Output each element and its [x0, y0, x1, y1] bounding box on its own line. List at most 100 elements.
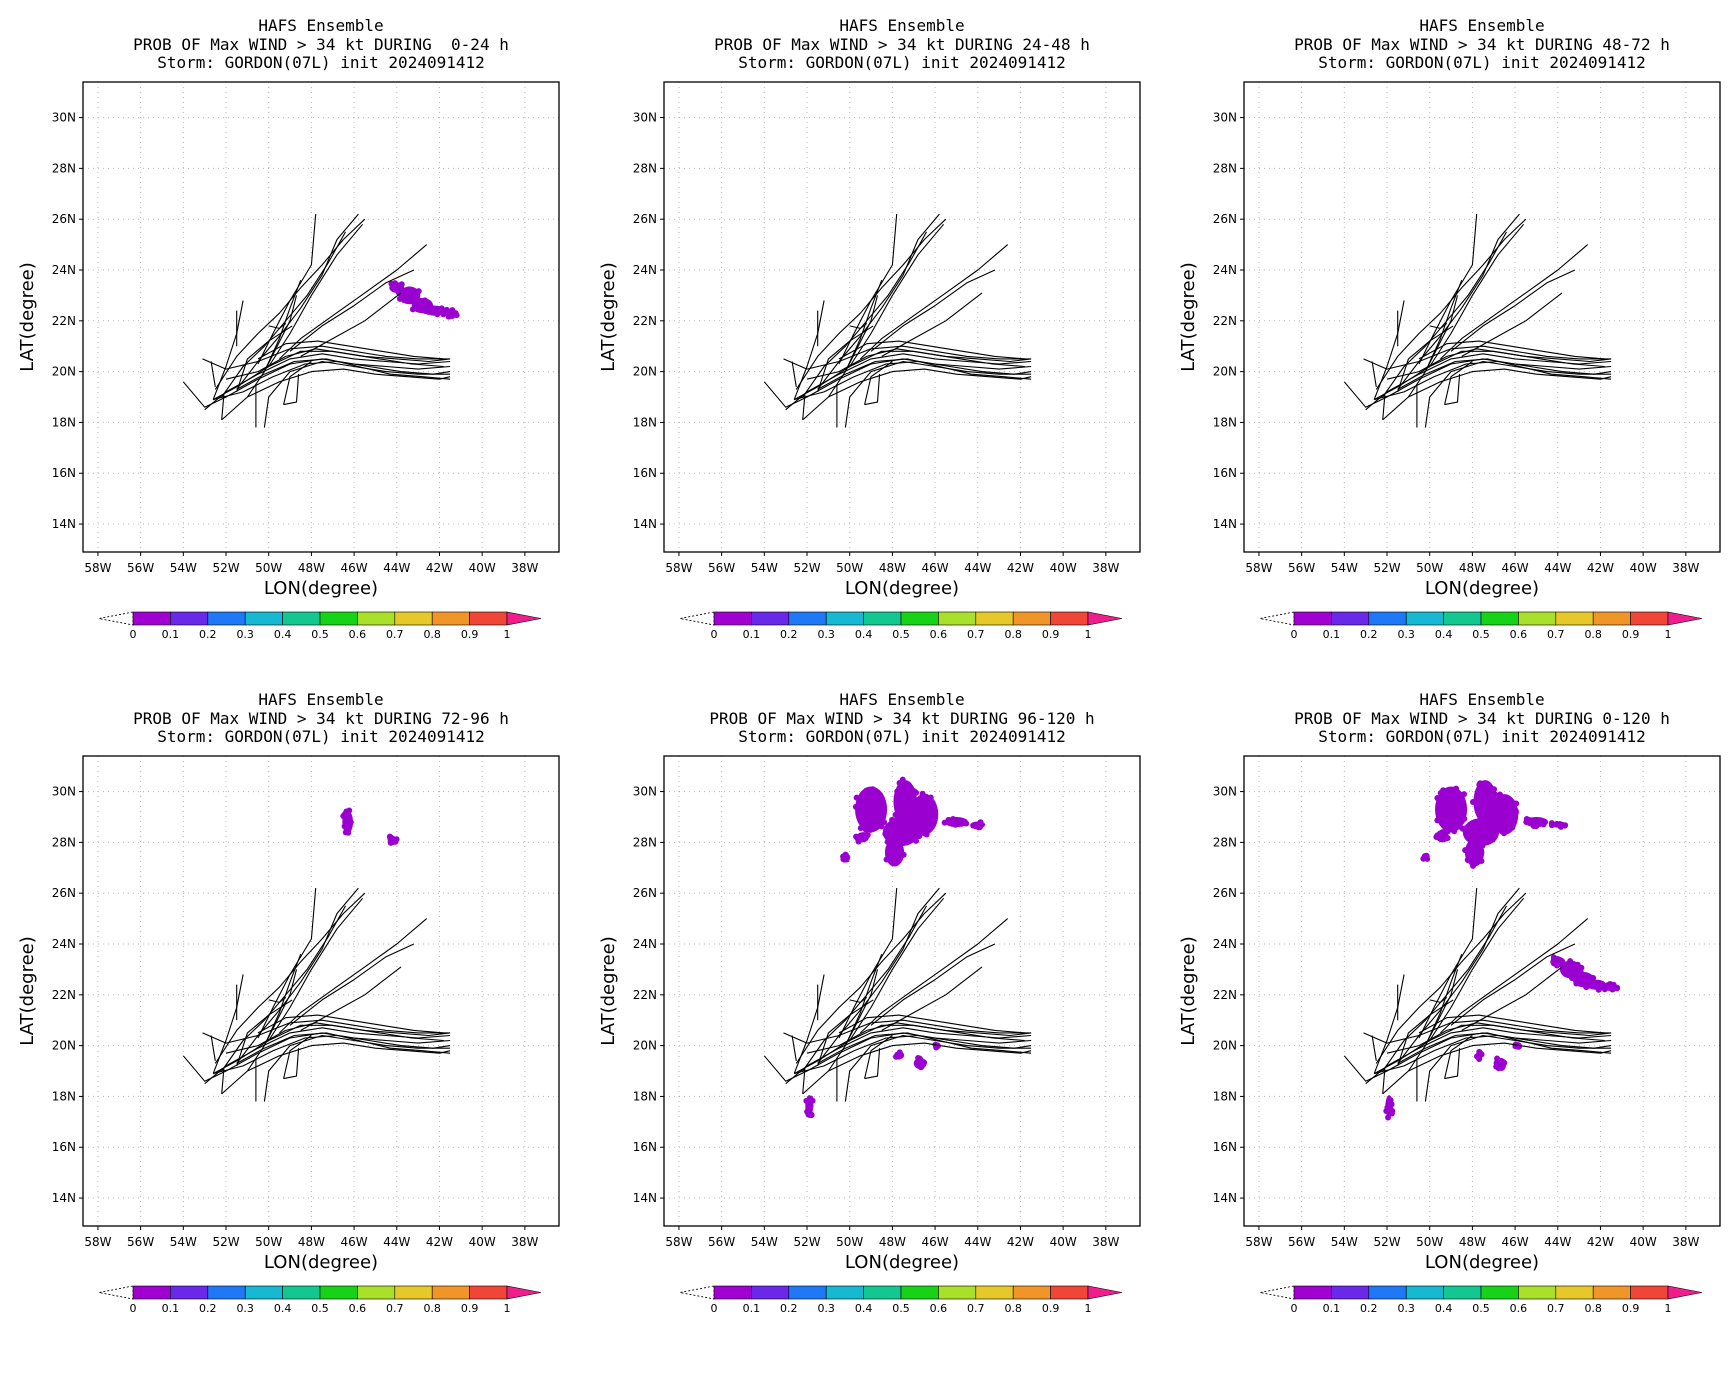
probability-point — [1540, 821, 1547, 828]
ensemble-track — [881, 966, 983, 1031]
colorbar-swatch — [1293, 1285, 1332, 1300]
y-tick-label: 26N — [633, 886, 657, 900]
x-tick-label: 48W — [1459, 561, 1486, 575]
figure-page: HAFS Ensemble PROB OF Max WIND > 34 kt DU… — [17, 16, 1721, 1315]
probability-point — [344, 819, 351, 826]
colorbar-swatch — [938, 611, 977, 626]
probability-point — [888, 854, 895, 861]
ensemble-track — [1418, 214, 1478, 365]
ensemble-track — [289, 269, 415, 352]
ensemble-track — [283, 1035, 312, 1079]
colorbar-label: 0.8 — [423, 628, 441, 641]
ensemble-track — [236, 358, 451, 390]
colorbar-swatch — [975, 611, 1014, 626]
colorbar-label: 0.1 — [743, 628, 761, 641]
colorbar-label: 0.7 — [1547, 628, 1565, 641]
probability-point — [1496, 793, 1503, 800]
ensemble-track — [289, 943, 415, 1026]
colorbar-label: 0.8 — [1584, 628, 1602, 641]
probability-point — [1512, 809, 1519, 816]
probability-point — [1438, 799, 1445, 806]
probability-point — [888, 843, 895, 850]
probability-point — [405, 297, 412, 304]
y-tick-label: 24N — [633, 263, 657, 277]
probability-point — [913, 837, 920, 844]
probability-point — [809, 1097, 816, 1104]
probability-point — [1434, 817, 1441, 824]
ensemble-track — [849, 223, 945, 367]
colorbar-swatch — [825, 1285, 864, 1300]
colorbar-swatch — [357, 1285, 396, 1300]
probability-point — [865, 823, 872, 830]
ensemble-track — [268, 223, 364, 367]
y-tick-label: 26N — [1213, 212, 1237, 226]
y-tick-label: 30N — [1213, 111, 1237, 125]
ensemble-track — [844, 360, 1032, 428]
probability-point — [1567, 958, 1574, 965]
probability-point — [1473, 840, 1480, 847]
x-tick-label: 52W — [793, 1235, 820, 1249]
ensemble-track — [817, 887, 940, 1064]
ensemble-track — [793, 974, 825, 1074]
y-tick-label: 24N — [52, 937, 76, 951]
colorbar-swatch — [1630, 1285, 1669, 1300]
colorbar-swatch — [319, 611, 358, 626]
x-tick-label: 56W — [708, 1235, 735, 1249]
ensemble-track — [225, 1022, 444, 1054]
x-tick-label: 40W — [469, 561, 496, 575]
probability-point — [1437, 811, 1444, 818]
ensemble-track — [763, 1032, 1032, 1082]
colorbar-swatch — [938, 1285, 977, 1300]
probability-point — [858, 834, 865, 841]
probability-point — [878, 823, 885, 830]
colorbar-label: 0.4 — [1435, 1302, 1453, 1315]
probability-point — [1478, 831, 1485, 838]
probability-point — [852, 803, 859, 810]
probability-point — [897, 830, 904, 837]
colorbar-label: 0.7 — [386, 628, 404, 641]
y-tick-label: 28N — [52, 161, 76, 175]
colorbar-swatch — [863, 1285, 902, 1300]
ensemble-track — [838, 340, 1025, 360]
panel-title: HAFS Ensemble — [258, 16, 384, 35]
colorbar-swatch — [713, 611, 752, 626]
colorbar-swatch — [170, 611, 209, 626]
ensemble-track — [1386, 348, 1605, 380]
y-axis-label: LAT(degree) — [1178, 262, 1199, 371]
colorbar-label: 0 — [1291, 1302, 1298, 1315]
colorbar-label: 0.6 — [930, 628, 948, 641]
colorbar-label: 0.9 — [461, 1302, 479, 1315]
x-tick-label: 58W — [84, 1235, 111, 1249]
x-axis-label: LON(degree) — [264, 578, 378, 599]
colorbar-label: 0.8 — [423, 1302, 441, 1315]
probability-point — [1444, 818, 1451, 825]
probability-point — [346, 807, 353, 814]
colorbar-label: 0 — [711, 1302, 718, 1315]
y-tick-label: 26N — [1213, 886, 1237, 900]
probability-point — [808, 1112, 815, 1119]
ensemble-track — [283, 361, 312, 405]
ensemble-track — [263, 295, 298, 372]
y-tick-label: 14N — [52, 1191, 76, 1205]
colorbar-label: 0.2 — [780, 628, 798, 641]
colorbar-over-triangle — [1087, 611, 1123, 626]
probability-point — [1461, 791, 1468, 798]
x-tick-label: 48W — [1459, 1235, 1486, 1249]
ensemble-track — [1373, 300, 1405, 400]
probability-point — [398, 281, 405, 288]
x-tick-label: 58W — [665, 561, 692, 575]
ensemble-track — [1444, 1048, 1461, 1080]
probability-point — [1513, 800, 1520, 807]
probability-point — [872, 812, 879, 819]
probability-point — [914, 798, 921, 805]
colorbar-swatch — [1293, 611, 1332, 626]
colorbar-label: 0.5 — [892, 1302, 910, 1315]
probability-point — [1489, 786, 1496, 793]
probability-point — [1437, 833, 1444, 840]
probability-point — [1481, 810, 1488, 817]
probability-point — [409, 287, 416, 294]
colorbar-label: 1 — [1665, 1302, 1672, 1315]
ensemble-track — [212, 974, 244, 1074]
ensemble-track — [1444, 361, 1473, 405]
ensemble-track — [1363, 1019, 1612, 1044]
